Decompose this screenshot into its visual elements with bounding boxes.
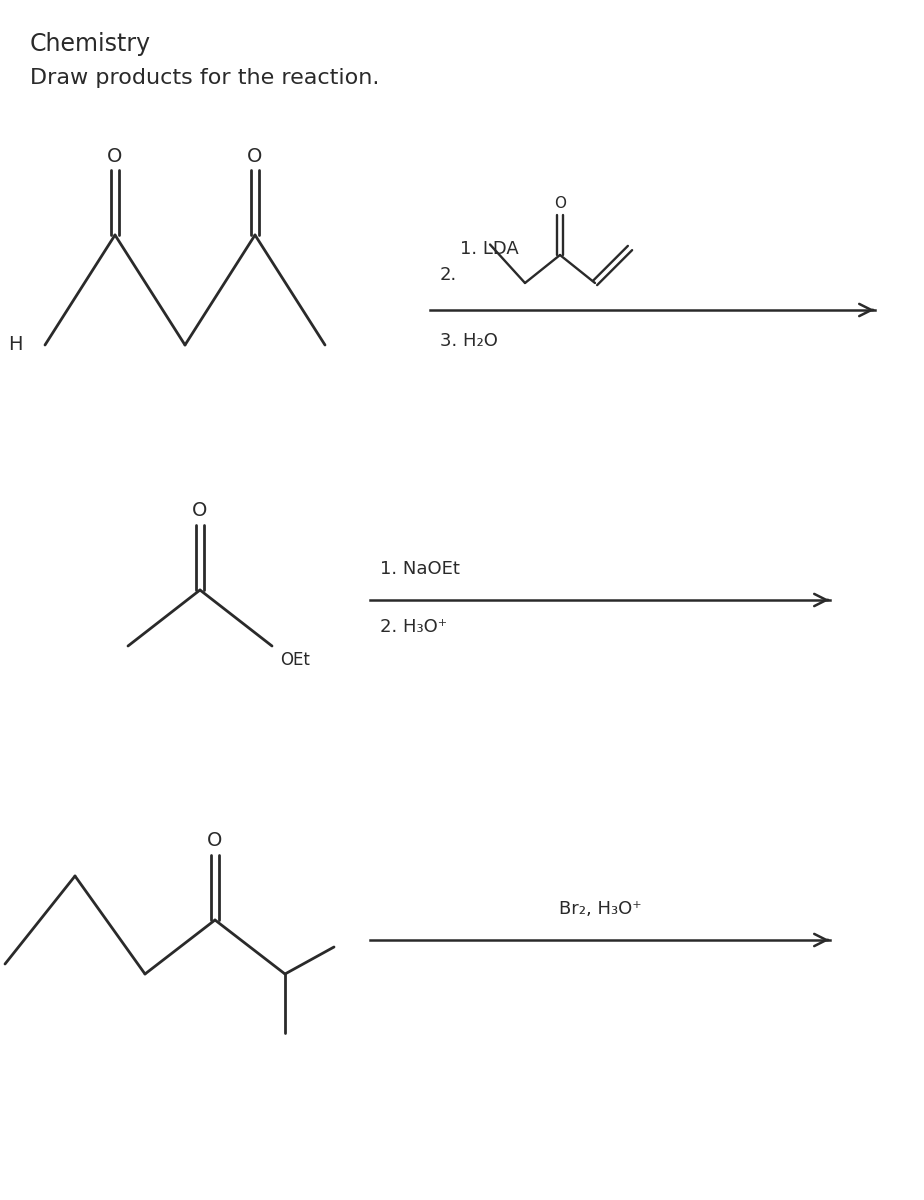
Text: 1. NaOEt: 1. NaOEt bbox=[380, 560, 460, 578]
Text: 2. H₃O⁺: 2. H₃O⁺ bbox=[380, 618, 447, 636]
Text: Br₂, H₃O⁺: Br₂, H₃O⁺ bbox=[559, 900, 641, 918]
Text: 2.: 2. bbox=[440, 266, 457, 284]
Text: O: O bbox=[248, 146, 262, 166]
Text: OEt: OEt bbox=[280, 650, 310, 670]
Text: O: O bbox=[207, 832, 223, 851]
Text: O: O bbox=[192, 502, 208, 521]
Text: Draw products for the reaction.: Draw products for the reaction. bbox=[30, 68, 380, 88]
Text: O: O bbox=[554, 196, 566, 210]
Text: O: O bbox=[107, 146, 123, 166]
Text: Chemistry: Chemistry bbox=[30, 32, 152, 56]
Text: 3. H₂O: 3. H₂O bbox=[440, 332, 498, 350]
Text: H: H bbox=[8, 336, 23, 354]
Text: 1. LDA: 1. LDA bbox=[460, 240, 518, 258]
